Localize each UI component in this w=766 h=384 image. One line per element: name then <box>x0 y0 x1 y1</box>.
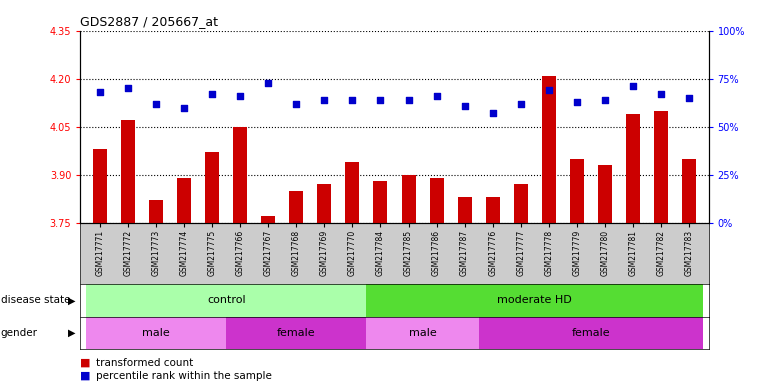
Text: percentile rank within the sample: percentile rank within the sample <box>96 371 272 381</box>
Text: moderate HD: moderate HD <box>497 295 572 306</box>
Bar <box>430 178 444 223</box>
Point <box>346 97 358 103</box>
Point <box>150 101 162 107</box>
Point <box>655 91 667 97</box>
Text: female: female <box>277 328 316 338</box>
Bar <box>626 114 640 223</box>
Bar <box>205 152 219 223</box>
Point <box>94 89 106 95</box>
Point <box>599 97 611 103</box>
Point <box>402 97 414 103</box>
Point <box>262 79 274 86</box>
Point <box>430 93 443 99</box>
Bar <box>121 120 135 223</box>
Point <box>318 97 330 103</box>
Bar <box>366 317 479 349</box>
Text: ■: ■ <box>80 358 91 368</box>
Point <box>122 85 134 91</box>
Bar <box>479 317 703 349</box>
Bar <box>317 184 332 223</box>
Point <box>515 101 527 107</box>
Bar <box>366 284 703 317</box>
Bar <box>149 200 163 223</box>
Text: gender: gender <box>1 328 38 338</box>
Text: female: female <box>571 328 610 338</box>
Point <box>459 103 471 109</box>
Bar <box>457 197 472 223</box>
Text: ▶: ▶ <box>67 328 75 338</box>
Bar <box>682 159 696 223</box>
Bar <box>177 178 192 223</box>
Text: ■: ■ <box>80 371 91 381</box>
Point <box>178 104 190 111</box>
Bar <box>374 181 388 223</box>
Text: transformed count: transformed count <box>96 358 193 368</box>
Bar <box>345 162 359 223</box>
Bar <box>654 111 668 223</box>
Text: control: control <box>207 295 246 306</box>
Bar <box>401 175 415 223</box>
Bar <box>542 76 555 223</box>
Point <box>542 87 555 93</box>
Bar <box>86 317 226 349</box>
Bar <box>597 165 612 223</box>
Text: GDS2887 / 205667_at: GDS2887 / 205667_at <box>80 15 218 28</box>
Bar <box>290 191 303 223</box>
Point <box>627 83 639 89</box>
Point <box>486 110 499 116</box>
Point <box>375 97 387 103</box>
Bar <box>261 216 275 223</box>
Text: male: male <box>142 328 170 338</box>
Text: male: male <box>408 328 437 338</box>
Bar <box>234 127 247 223</box>
Point <box>571 99 583 105</box>
Text: ▶: ▶ <box>67 295 75 306</box>
Bar <box>486 197 499 223</box>
Bar <box>570 159 584 223</box>
Point <box>290 101 303 107</box>
Text: disease state: disease state <box>1 295 70 306</box>
Bar <box>226 317 366 349</box>
Bar <box>93 149 107 223</box>
Bar <box>514 184 528 223</box>
Bar <box>86 284 366 317</box>
Point <box>206 91 218 97</box>
Point <box>683 95 695 101</box>
Point <box>234 93 247 99</box>
